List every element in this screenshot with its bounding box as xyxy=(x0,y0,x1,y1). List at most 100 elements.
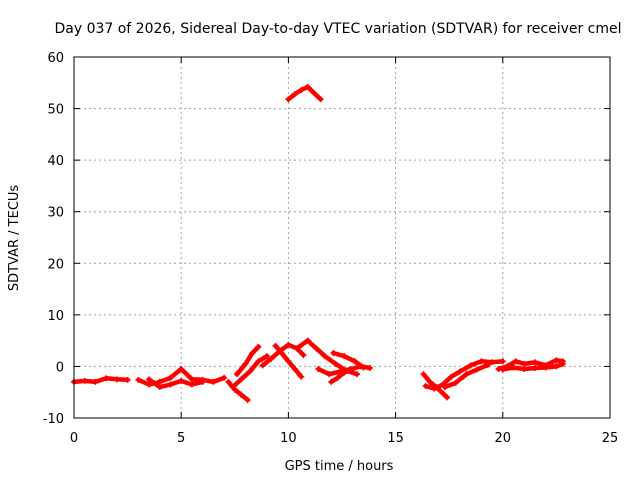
plot-frame xyxy=(73,56,611,419)
data-point xyxy=(255,343,262,350)
data-point xyxy=(426,378,433,385)
y-tick-label: 30 xyxy=(47,206,64,221)
data-point xyxy=(531,359,538,366)
data-point xyxy=(81,377,88,384)
data-point xyxy=(313,345,320,352)
data-point xyxy=(553,357,560,364)
data-point xyxy=(521,366,528,373)
data-point xyxy=(291,366,298,373)
data-point xyxy=(210,378,217,385)
data-point xyxy=(474,366,481,373)
series-fall-10h xyxy=(272,342,305,380)
data-point xyxy=(341,353,348,360)
data-point xyxy=(328,378,335,385)
data-point xyxy=(188,376,195,383)
y-tick-label: 20 xyxy=(47,257,64,272)
data-point xyxy=(317,96,324,103)
data-point xyxy=(448,373,455,380)
data-point xyxy=(229,384,236,391)
data-point xyxy=(351,358,358,365)
data-point xyxy=(360,364,367,371)
data-point xyxy=(489,359,496,366)
x-tick-label: 0 xyxy=(70,431,78,446)
data-point xyxy=(199,378,206,385)
data-point xyxy=(263,353,270,360)
data-point xyxy=(103,375,110,382)
series-trace xyxy=(496,357,566,372)
y-tick-label: 40 xyxy=(47,154,64,169)
data-point xyxy=(242,360,249,367)
series-rise-8h xyxy=(229,353,270,391)
series-morning-b xyxy=(146,376,206,391)
data-point xyxy=(559,360,566,367)
data-point xyxy=(311,90,318,97)
x-tick-label: 15 xyxy=(387,431,404,446)
x-tick-labels: 0 5 10 15 20 25 xyxy=(70,431,618,446)
x-tick-label: 25 xyxy=(602,431,619,446)
data-point xyxy=(431,385,438,392)
data-point xyxy=(233,371,240,378)
data-point xyxy=(146,381,153,388)
data-point xyxy=(467,362,474,369)
data-point xyxy=(298,373,305,380)
x-axis-label: GPS time / hours xyxy=(285,459,394,474)
data-point xyxy=(268,355,275,362)
data-point xyxy=(478,358,485,365)
data-point xyxy=(124,376,131,383)
data-point xyxy=(146,376,153,383)
data-point xyxy=(285,341,292,348)
data-point xyxy=(135,376,142,383)
data-point xyxy=(484,361,491,368)
y-tick-label: 10 xyxy=(47,309,64,324)
data-point xyxy=(341,369,348,376)
data-point xyxy=(304,83,311,90)
series-upper-arc xyxy=(285,83,324,103)
series-arc-10h xyxy=(259,341,307,369)
data-point xyxy=(259,362,266,369)
series-trace xyxy=(331,350,366,370)
y-axis-label: SDTVAR / TECUs xyxy=(7,185,22,292)
data-point xyxy=(531,364,538,371)
data-point xyxy=(422,383,429,390)
data-point xyxy=(321,353,328,360)
data-series xyxy=(71,83,566,403)
data-point xyxy=(315,366,322,373)
data-point xyxy=(238,391,245,398)
y-tick-label: 0 xyxy=(56,360,64,375)
data-point xyxy=(238,376,245,383)
data-point xyxy=(512,358,519,365)
data-point xyxy=(156,378,163,385)
data-point xyxy=(156,384,163,391)
data-point xyxy=(439,390,446,397)
data-point xyxy=(420,371,427,378)
series-trace xyxy=(260,342,306,368)
data-point xyxy=(452,379,459,386)
data-point xyxy=(499,366,506,373)
x-tick-label: 20 xyxy=(495,431,512,446)
data-point xyxy=(92,378,99,385)
series-ramp-18h xyxy=(441,361,491,391)
series-trace xyxy=(329,367,355,385)
chart-title: Day 037 of 2026, Sidereal Day-to-day VTE… xyxy=(54,21,621,37)
y-tick-labels: -10 0 10 20 30 40 50 60 xyxy=(43,51,64,427)
data-point xyxy=(246,368,253,375)
data-point xyxy=(304,337,311,344)
data-point xyxy=(300,352,307,359)
data-point xyxy=(291,91,298,98)
tick-marks xyxy=(73,56,611,419)
y-tick-label: -10 xyxy=(43,412,64,427)
data-point xyxy=(298,87,305,94)
data-point xyxy=(167,381,174,388)
data-point xyxy=(456,368,463,375)
data-point xyxy=(366,364,373,371)
x-tick-label: 10 xyxy=(280,431,297,446)
data-point xyxy=(225,378,232,385)
data-point xyxy=(499,358,506,365)
data-point xyxy=(349,366,356,373)
data-point xyxy=(188,381,195,388)
data-point xyxy=(221,374,228,381)
data-point xyxy=(553,363,560,370)
data-point xyxy=(334,374,341,381)
data-point xyxy=(285,96,292,103)
